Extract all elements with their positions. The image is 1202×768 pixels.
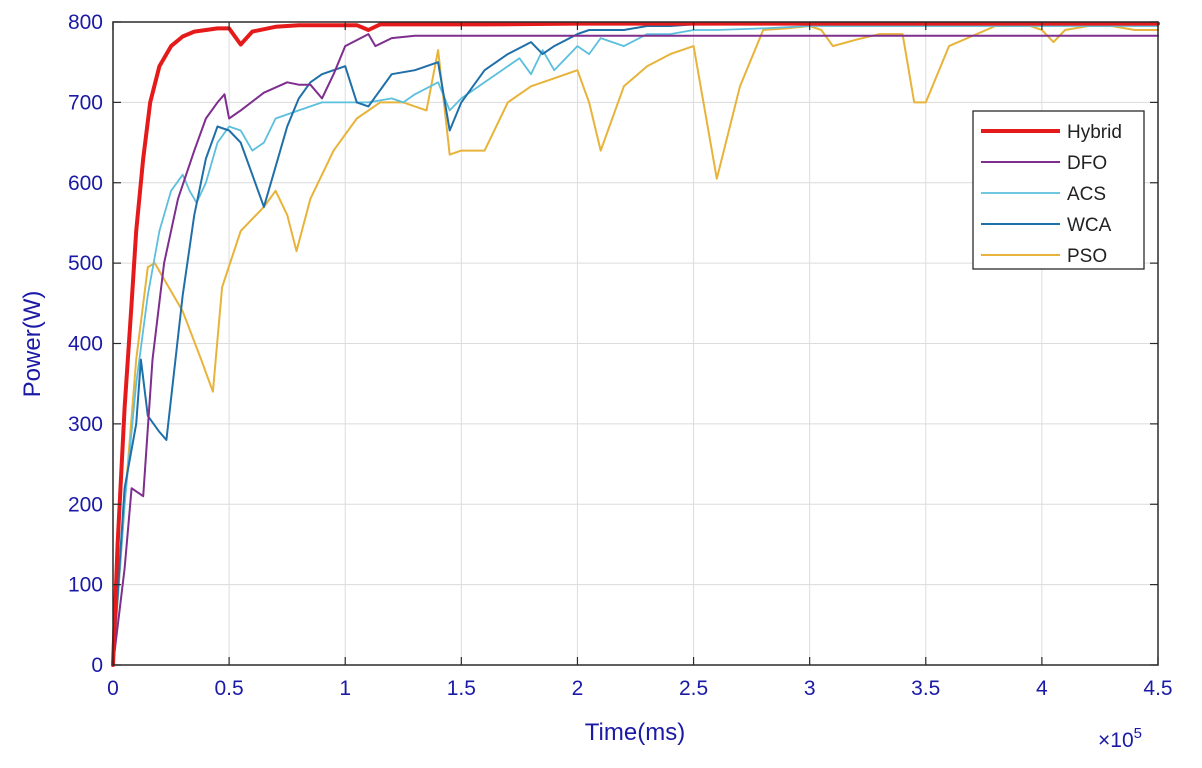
ticks <box>112 21 1159 666</box>
y-tick-label: 200 <box>68 493 103 516</box>
x-multiplier-exponent: 5 <box>1134 725 1142 742</box>
x-tick-label: 0.5 <box>215 677 244 700</box>
series-line-acs <box>112 25 1159 666</box>
legend-label-wca: WCA <box>1067 215 1112 236</box>
x-multiplier-base: ×10 <box>1098 729 1134 752</box>
y-tick-label: 400 <box>68 333 103 356</box>
x-axis-label: Time(ms) <box>585 719 685 746</box>
y-axis-label: Power(W) <box>19 291 46 398</box>
series-layer <box>111 21 1160 667</box>
x-multiplier-label: ×105 <box>1098 725 1142 752</box>
y-tick-label: 500 <box>68 252 103 275</box>
tick-labels: 0 0.5 1 1.5 2 2.5 3 3.5 4 4.5 0 100 200 300 400 500 600 7… <box>68 11 1173 700</box>
x-tick-label: 2 <box>572 677 584 700</box>
x-tick-label: 1.5 <box>447 677 476 700</box>
y-tick-label: 300 <box>68 413 103 436</box>
x-tick-label: 1 <box>339 677 351 700</box>
x-tick-label: 3 <box>804 677 816 700</box>
y-tick-label: 0 <box>91 654 103 677</box>
legend-label-hybrid: Hybrid <box>1067 122 1122 143</box>
x-tick-label: 3.5 <box>911 677 940 700</box>
legend-label-pso: PSO <box>1067 246 1107 267</box>
x-tick-label: 4 <box>1036 677 1048 700</box>
series-line-wca <box>112 22 1159 666</box>
legend-label-acs: ACS <box>1067 184 1106 205</box>
x-tick-label: 4.5 <box>1143 677 1172 700</box>
legend-box <box>972 110 1145 270</box>
y-tick-label: 800 <box>68 11 103 34</box>
y-tick-label: 700 <box>68 91 103 114</box>
series-line-hybrid <box>111 21 1160 667</box>
x-tick-label: 0 <box>107 677 119 700</box>
x-tick-label: 2.5 <box>679 677 708 700</box>
series-line-pso <box>112 25 1159 666</box>
legend: Hybrid DFO ACS WCA PSO <box>972 110 1145 270</box>
y-tick-label: 600 <box>68 172 103 195</box>
legend-label-dfo: DFO <box>1067 153 1107 174</box>
y-tick-label: 100 <box>68 574 103 597</box>
series-line-dfo <box>112 33 1159 666</box>
